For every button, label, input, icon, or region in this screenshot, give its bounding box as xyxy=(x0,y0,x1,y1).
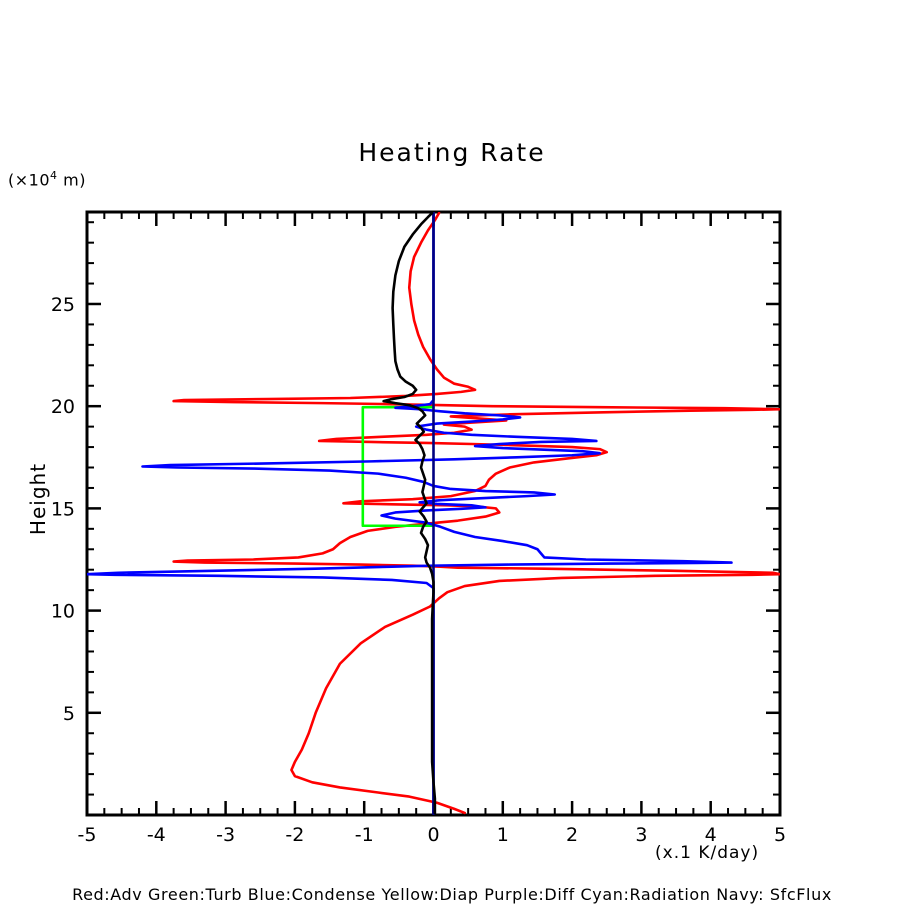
y-tick-label: 20 xyxy=(51,396,75,418)
x-tick-label: -3 xyxy=(216,824,235,846)
y-axis-unit-label: (×104 m) xyxy=(8,169,86,189)
y-unit-suffix: m) xyxy=(57,170,86,190)
y-tick-label: 15 xyxy=(51,498,75,520)
y-tick-label: 25 xyxy=(51,294,75,316)
x-axis-tick-labels: -5 -4 -3 -2 -1 0 1 2 3 4 5 xyxy=(78,824,787,846)
y-unit-prefix: (×10 xyxy=(8,170,51,190)
x-tick-label: 3 xyxy=(635,824,647,846)
x-tick-label: -1 xyxy=(355,824,374,846)
x-tick-label: 1 xyxy=(497,824,509,846)
series-condense xyxy=(87,212,733,815)
y-tick-label: 5 xyxy=(63,703,75,725)
x-axis-ticks xyxy=(85,212,782,815)
y-axis-title: Height xyxy=(26,462,50,536)
x-tick-label: -2 xyxy=(285,824,304,846)
x-axis-unit-label: (x.1 K/day) xyxy=(655,843,760,863)
y-unit-exponent: 4 xyxy=(50,169,58,182)
x-tick-label: 0 xyxy=(427,824,439,846)
x-tick-label: -5 xyxy=(78,824,97,846)
series-total xyxy=(382,212,437,815)
x-tick-label: 5 xyxy=(774,824,786,846)
x-tick-label: 4 xyxy=(705,824,717,846)
y-axis-ticks xyxy=(87,221,780,816)
series-adv xyxy=(172,212,780,815)
data-series-group xyxy=(87,212,780,815)
x-tick-label: 2 xyxy=(566,824,578,846)
x-tick-label: -4 xyxy=(147,824,166,846)
y-tick-label: 10 xyxy=(51,601,75,623)
y-axis-tick-labels: 5 10 15 20 25 xyxy=(51,294,75,725)
page-title: Heating Rate xyxy=(358,138,546,167)
legend: Red:Adv Green:Turb Blue:Condense Yellow:… xyxy=(72,885,832,904)
